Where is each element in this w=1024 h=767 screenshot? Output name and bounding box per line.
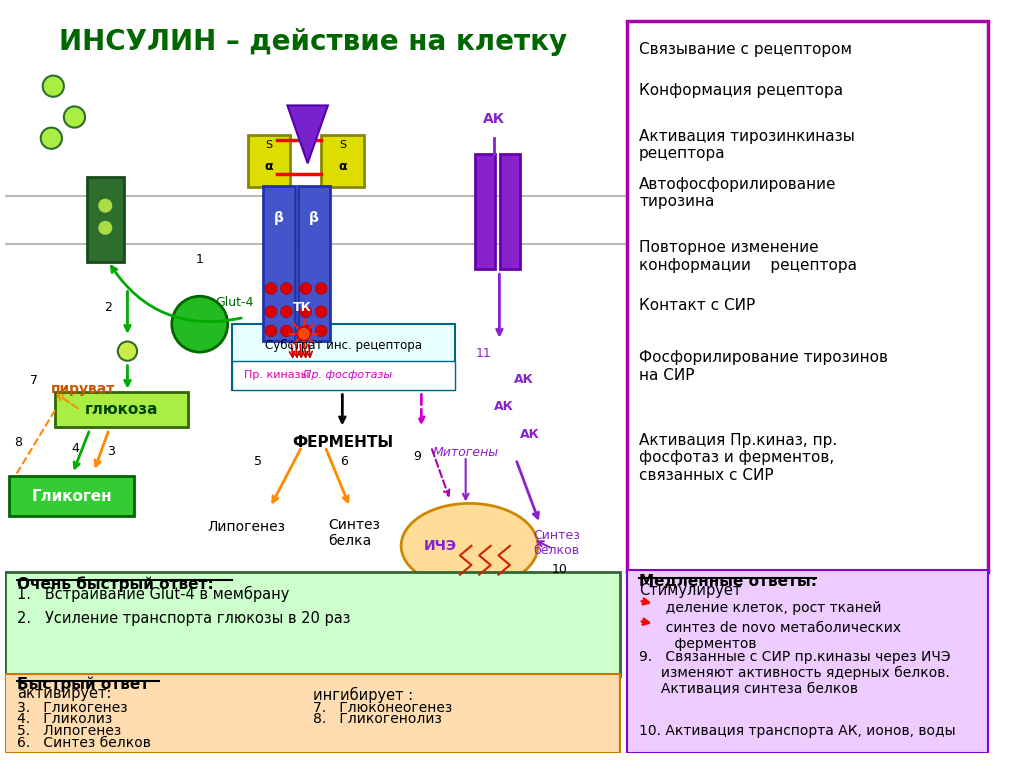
Bar bbox=[298, 186, 330, 341]
Circle shape bbox=[63, 107, 85, 127]
Text: 4.   Гликолиз: 4. Гликолиз bbox=[16, 713, 112, 726]
Text: S: S bbox=[265, 140, 272, 150]
Text: Активация тирозинкиназы
рецептора: Активация тирозинкиназы рецептора bbox=[639, 129, 855, 161]
Text: АК: АК bbox=[520, 429, 540, 442]
Text: 7.   Глюконеогенез: 7. Глюконеогенез bbox=[313, 701, 453, 715]
Circle shape bbox=[300, 283, 311, 295]
Ellipse shape bbox=[401, 503, 538, 588]
Circle shape bbox=[97, 198, 113, 213]
Text: деление клеток, рост тканей: деление клеток, рост тканей bbox=[657, 601, 882, 614]
Circle shape bbox=[300, 325, 311, 337]
Text: Связывание с рецептором: Связывание с рецептором bbox=[639, 42, 852, 57]
Polygon shape bbox=[288, 105, 328, 163]
Text: ИЧЭ: ИЧЭ bbox=[424, 538, 457, 553]
Bar bbox=[55, 392, 188, 427]
Text: Стимулирует: Стимулирует bbox=[639, 584, 741, 598]
Text: 1: 1 bbox=[196, 253, 204, 266]
Text: 3.   Гликогенез: 3. Гликогенез bbox=[16, 701, 127, 715]
Text: β: β bbox=[274, 211, 285, 225]
Text: Конформация рецептора: Конформация рецептора bbox=[639, 84, 843, 98]
Circle shape bbox=[315, 325, 327, 337]
Bar bbox=[475, 153, 495, 269]
Bar bbox=[627, 570, 988, 753]
Text: β: β bbox=[309, 211, 318, 225]
Bar bbox=[231, 324, 455, 390]
Text: ИНСУЛИН – действие на клетку: ИНСУЛИН – действие на клетку bbox=[59, 28, 567, 56]
Text: Синтез
белков: Синтез белков bbox=[532, 529, 580, 557]
Text: АК: АК bbox=[482, 112, 505, 126]
Text: Гликоген: Гликоген bbox=[32, 489, 112, 504]
Text: Контакт с СИР: Контакт с СИР bbox=[639, 298, 756, 313]
Text: 2: 2 bbox=[104, 301, 113, 314]
Text: 8.   Гликогенолиз: 8. Гликогенолиз bbox=[313, 713, 442, 726]
Circle shape bbox=[297, 327, 310, 341]
Text: Субстрат инс. рецептора: Субстрат инс. рецептора bbox=[265, 339, 422, 352]
Text: пируват: пируват bbox=[51, 382, 116, 396]
Bar bbox=[501, 153, 519, 269]
Text: Медленные ответы:: Медленные ответы: bbox=[639, 574, 817, 589]
Text: Активация Пр.киназ, пр.
фосфотаз и ферментов,
связанных с СИР: Активация Пр.киназ, пр. фосфотаз и ферме… bbox=[639, 433, 838, 483]
Circle shape bbox=[300, 306, 311, 318]
Circle shape bbox=[281, 306, 292, 318]
Text: АК: АК bbox=[514, 373, 534, 386]
Bar bbox=[263, 186, 295, 341]
Circle shape bbox=[315, 283, 327, 295]
Circle shape bbox=[118, 341, 137, 360]
Text: α: α bbox=[338, 160, 347, 173]
Text: 3: 3 bbox=[108, 445, 115, 458]
Text: 2.   Усиление транспорта глюкозы в 20 раз: 2. Усиление транспорта глюкозы в 20 раз bbox=[16, 611, 350, 627]
Text: АК: АК bbox=[495, 400, 514, 413]
Text: 10. Активация транспорта АК, ионов, воды: 10. Активация транспорта АК, ионов, воды bbox=[639, 724, 955, 738]
Bar bbox=[627, 21, 988, 572]
Bar bbox=[87, 176, 124, 262]
Text: 11: 11 bbox=[476, 347, 492, 360]
Text: α: α bbox=[265, 160, 273, 173]
Text: Фосфорилирование тирозинов
на СИР: Фосфорилирование тирозинов на СИР bbox=[639, 351, 888, 383]
Bar bbox=[322, 135, 364, 187]
Text: 4: 4 bbox=[72, 442, 80, 455]
Circle shape bbox=[281, 325, 292, 337]
Text: Автофосфорилирование
тирозина: Автофосфорилирование тирозина bbox=[639, 176, 837, 209]
Bar bbox=[5, 572, 620, 676]
Text: 6: 6 bbox=[340, 456, 348, 469]
Text: активирует:: активирует: bbox=[16, 686, 111, 702]
Text: ингибирует :: ингибирует : bbox=[313, 686, 414, 703]
Text: Пр. киназы: Пр. киназы bbox=[244, 370, 309, 380]
Circle shape bbox=[41, 127, 61, 149]
Circle shape bbox=[97, 220, 113, 235]
Text: 9: 9 bbox=[414, 449, 422, 463]
Text: Липогенез: Липогенез bbox=[207, 519, 285, 534]
Bar bbox=[9, 476, 134, 516]
Circle shape bbox=[43, 76, 63, 97]
Text: 5.   Липогенез: 5. Липогенез bbox=[16, 724, 121, 738]
Text: Очень быстрый ответ:: Очень быстрый ответ: bbox=[16, 577, 213, 592]
Circle shape bbox=[172, 296, 227, 352]
Text: Пр. фосфотазы: Пр. фосфотазы bbox=[303, 370, 392, 380]
Text: 6.   Синтез белков: 6. Синтез белков bbox=[16, 736, 151, 749]
Text: Glut-4: Glut-4 bbox=[215, 297, 254, 309]
Text: Быстрый ответ: Быстрый ответ bbox=[16, 676, 148, 693]
Text: 10: 10 bbox=[551, 564, 567, 576]
Bar bbox=[5, 674, 620, 753]
Circle shape bbox=[315, 306, 327, 318]
Text: глюкоза: глюкоза bbox=[85, 402, 159, 417]
Text: 1.   Встраивание Glut-4 в мембрану: 1. Встраивание Glut-4 в мембрану bbox=[16, 586, 289, 602]
Circle shape bbox=[265, 283, 276, 295]
Text: 5: 5 bbox=[254, 456, 261, 469]
Text: ТК: ТК bbox=[293, 301, 311, 314]
Text: Повторное изменение
конформации    рецептора: Повторное изменение конформации рецептор… bbox=[639, 240, 857, 273]
Text: Синтез
белка: Синтез белка bbox=[328, 518, 380, 548]
Text: S: S bbox=[339, 140, 346, 150]
Text: ФЕРМЕНТЫ: ФЕРМЕНТЫ bbox=[292, 435, 393, 450]
Circle shape bbox=[265, 306, 276, 318]
Circle shape bbox=[281, 283, 292, 295]
Bar bbox=[231, 360, 455, 390]
Text: 9.   Связанные с СИР пр.киназы через ИЧЭ
     изменяют активность ядерных белков: 9. Связанные с СИР пр.киназы через ИЧЭ и… bbox=[639, 650, 950, 696]
Circle shape bbox=[265, 325, 276, 337]
Text: Митогены: Митогены bbox=[432, 446, 499, 459]
Text: 7: 7 bbox=[30, 374, 38, 387]
Text: 8: 8 bbox=[13, 436, 22, 449]
Bar bbox=[248, 135, 291, 187]
Text: синтез de novo метаболических
    ферментов: синтез de novo метаболических ферментов bbox=[657, 621, 901, 651]
